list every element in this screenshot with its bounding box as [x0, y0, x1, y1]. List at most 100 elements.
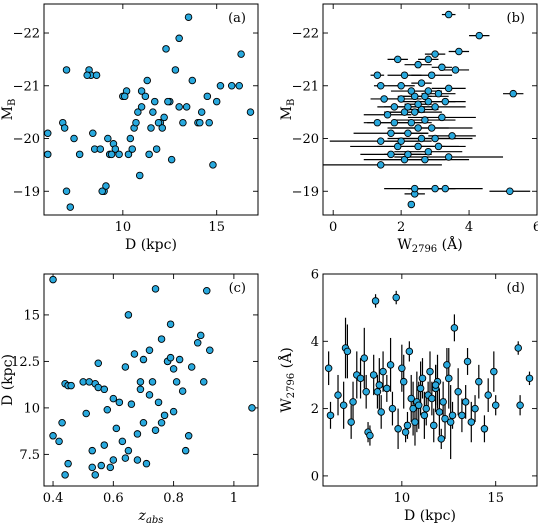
- data-point: [175, 103, 183, 111]
- x-tick-label: 15: [487, 491, 504, 506]
- data-point: [424, 87, 433, 95]
- data-point: [106, 463, 115, 472]
- data-point: [437, 435, 446, 443]
- data-point: [91, 471, 99, 479]
- data-point: [193, 339, 202, 347]
- data-point: [154, 118, 163, 127]
- data-point: [417, 79, 426, 87]
- y-tick-label: −22: [292, 27, 319, 42]
- data-point: [424, 97, 433, 106]
- data-point: [407, 200, 416, 209]
- data-point: [118, 437, 127, 446]
- y-tick-label: 7.5: [19, 448, 40, 463]
- data-point: [145, 391, 154, 399]
- data-point: [431, 103, 439, 111]
- data-point: [430, 421, 438, 430]
- data-point: [147, 124, 155, 132]
- data-point: [178, 387, 187, 395]
- y-tick-label: 2: [311, 402, 319, 417]
- data-point: [326, 411, 335, 420]
- panel-label: (a): [228, 11, 246, 26]
- data-point: [66, 203, 75, 211]
- data-point: [475, 377, 483, 386]
- data-point: [455, 47, 463, 56]
- data-point: [121, 454, 130, 462]
- data-point: [175, 355, 184, 364]
- data-point: [362, 388, 370, 396]
- y-axis-label: D (kpc): [0, 354, 16, 406]
- data-point: [424, 55, 433, 64]
- data-point: [441, 414, 449, 423]
- x-tick-label: 1: [230, 491, 238, 506]
- data-point: [164, 97, 172, 106]
- data-point: [400, 71, 409, 79]
- data-point: [414, 142, 422, 151]
- data-point: [373, 71, 382, 79]
- data-point: [371, 297, 380, 305]
- data-point: [157, 335, 166, 343]
- data-point: [166, 320, 175, 328]
- data-point: [373, 388, 382, 396]
- data-point: [136, 385, 145, 394]
- data-point: [506, 187, 514, 196]
- x-tick-label: 10: [394, 491, 411, 506]
- data-point: [206, 346, 214, 354]
- data-point: [172, 378, 181, 386]
- y-tick-label: −20: [292, 132, 319, 147]
- data-point: [133, 430, 142, 438]
- data-point: [475, 31, 484, 40]
- data-point: [181, 446, 190, 455]
- data-point: [212, 97, 221, 106]
- data-point: [480, 425, 489, 433]
- data-point: [169, 407, 178, 416]
- data-point: [88, 446, 96, 455]
- data-point: [458, 411, 466, 420]
- data-point: [196, 118, 204, 127]
- data-point: [158, 124, 167, 132]
- data-point: [205, 118, 213, 127]
- data-point: [115, 150, 123, 159]
- x-tick-label: 2: [397, 220, 405, 235]
- data-point: [376, 137, 385, 145]
- data-point: [490, 367, 498, 376]
- data-point: [393, 142, 402, 151]
- data-point: [100, 441, 109, 449]
- x-tick-label: 0.4: [43, 491, 64, 506]
- x-tick-label: 0: [329, 220, 337, 235]
- data-point: [82, 409, 90, 418]
- data-point: [339, 401, 348, 409]
- data-point: [411, 418, 419, 426]
- data-point: [444, 153, 453, 161]
- data-point: [441, 97, 450, 106]
- data-point: [188, 76, 197, 85]
- data-points: [324, 290, 534, 460]
- y-tick-label: 15: [23, 308, 40, 323]
- data-point: [438, 63, 446, 72]
- data-point: [399, 377, 408, 386]
- data-point: [435, 408, 444, 416]
- data-point: [369, 371, 378, 379]
- y-tick-label: 0: [311, 469, 319, 484]
- data-point: [379, 367, 387, 376]
- data-point: [444, 10, 453, 19]
- data-point: [386, 361, 395, 369]
- data-point: [434, 142, 443, 151]
- x-tick-label: 0.6: [103, 491, 124, 506]
- data-point: [431, 134, 439, 143]
- data-point: [141, 92, 150, 101]
- data-point: [148, 378, 157, 386]
- data-point: [491, 401, 500, 409]
- data-point: [203, 286, 211, 295]
- axes-frame: [43, 3, 259, 216]
- data-point: [137, 103, 146, 111]
- data-point: [157, 419, 166, 427]
- data-point: [471, 404, 479, 413]
- data-point: [463, 357, 472, 366]
- data-point: [75, 150, 84, 159]
- x-axis-label: W2796 (Å): [397, 235, 462, 255]
- data-point: [136, 378, 145, 386]
- data-point: [149, 108, 157, 116]
- data-point: [397, 137, 405, 145]
- data-point: [137, 87, 146, 95]
- y-tick-label: −19: [292, 185, 319, 200]
